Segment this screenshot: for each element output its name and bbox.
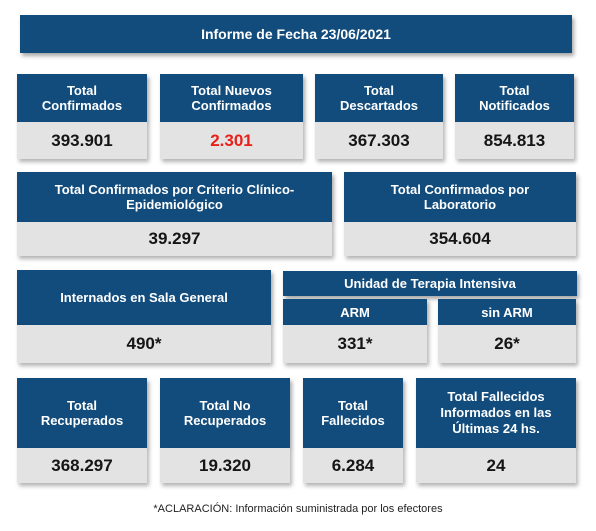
sin-arm-value: 26* bbox=[438, 325, 576, 363]
arm-header: ARM bbox=[283, 299, 427, 325]
total-descartados-header: Total Descartados bbox=[315, 74, 443, 122]
total-confirmados-value: 393.901 bbox=[17, 122, 147, 159]
unidad-terapia-intensiva-header: Unidad de Terapia Intensiva bbox=[283, 271, 577, 296]
arm-value: 331* bbox=[283, 325, 427, 363]
total-no-recuperados-value: 19.320 bbox=[160, 448, 290, 483]
confirmados-criterio-clinico-header: Total Confirmados por Criterio Clínico- … bbox=[17, 172, 332, 222]
total-recuperados-value: 368.297 bbox=[17, 448, 147, 483]
total-notificados-header: Total Notificados bbox=[455, 74, 574, 122]
total-confirmados-header: Total Confirmados bbox=[17, 74, 147, 122]
total-fallecidos-24h-header: Total Fallecidos Informados en las Últim… bbox=[416, 378, 576, 448]
total-notificados-value: 854.813 bbox=[455, 122, 574, 159]
total-nuevos-confirmados-header: Total Nuevos Confirmados bbox=[160, 74, 303, 122]
confirmados-laboratorio-value: 354.604 bbox=[344, 222, 576, 256]
total-descartados-value: 367.303 bbox=[315, 122, 443, 159]
sin-arm-header: sin ARM bbox=[438, 299, 576, 325]
total-fallecidos-24h-value: 24 bbox=[416, 448, 576, 483]
total-fallecidos-value: 6.284 bbox=[303, 448, 403, 483]
report-title: Informe de Fecha 23/06/2021 bbox=[20, 15, 572, 53]
total-recuperados-header: Total Recuperados bbox=[17, 378, 147, 448]
total-no-recuperados-header: Total No Recuperados bbox=[160, 378, 290, 448]
internados-sala-general-value: 490* bbox=[17, 325, 271, 363]
total-nuevos-confirmados-value: 2.301 bbox=[160, 122, 303, 159]
total-fallecidos-header: Total Fallecidos bbox=[303, 378, 403, 448]
footnote-aclaracion: *ACLARACIÓN: Información suministrada po… bbox=[153, 503, 443, 515]
internados-sala-general-header: Internados en Sala General bbox=[17, 270, 271, 325]
confirmados-laboratorio-header: Total Confirmados por Laboratorio bbox=[344, 172, 576, 222]
confirmados-criterio-clinico-value: 39.297 bbox=[17, 222, 332, 256]
